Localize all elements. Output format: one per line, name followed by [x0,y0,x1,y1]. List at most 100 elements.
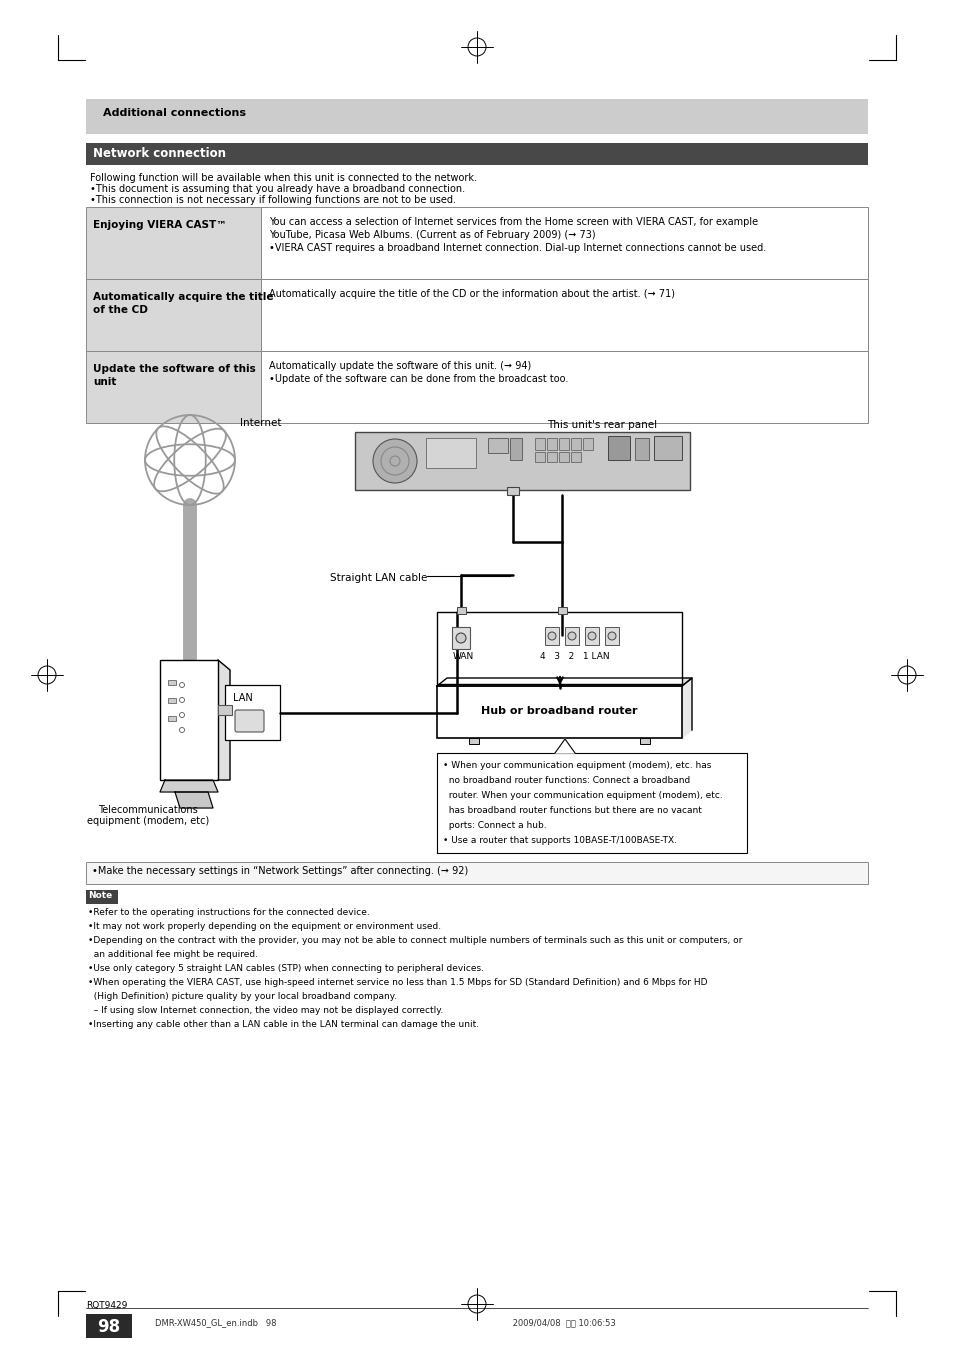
Bar [535,438,544,450]
Text: • When your communication equipment (modem), etc. has: • When your communication equipment (mod… [442,761,711,770]
Bar [168,680,175,685]
Bar [582,438,593,450]
Text: •This connection is not necessary if following functions are not to be used.: •This connection is not necessary if fol… [90,195,456,205]
Bar [506,486,518,494]
Text: •It may not work properly depending on the equipment or environment used.: •It may not work properly depending on t… [88,921,440,931]
Bar [604,627,618,644]
Circle shape [179,697,184,703]
Bar [86,143,867,165]
Bar [546,438,557,450]
Text: – If using slow Internet connection, the video may not be displayed correctly.: – If using slow Internet connection, the… [88,1006,443,1015]
Text: router. When your communication equipment (modem), etc.: router. When your communication equipmen… [442,790,722,800]
Circle shape [179,712,184,717]
Text: LAN: LAN [233,693,253,703]
Bar [654,436,681,459]
Text: OHO: OHO [430,440,452,451]
Text: YouTube, Picasa Web Albums. (Current as of February 2009) (➞ 73): YouTube, Picasa Web Albums. (Current as … [269,230,595,240]
Text: DMR-XW450_GL_en.indb   98                                                       : DMR-XW450_GL_en.indb 98 [154,1319,615,1327]
Text: •Refer to the operating instructions for the connected device.: •Refer to the operating instructions for… [88,908,370,917]
Circle shape [373,439,416,484]
Text: Internet: Internet [240,417,281,428]
Circle shape [179,682,184,688]
Bar [510,438,521,459]
Bar [168,698,175,703]
FancyBboxPatch shape [234,711,264,732]
Text: This unit's rear panel: This unit's rear panel [546,420,657,430]
Text: •Make the necessary settings in “Network Settings” after connecting. (➞ 92): •Make the necessary settings in “Network… [91,866,468,875]
Text: Automatically update the software of this unit. (➞ 94): Automatically update the software of thi… [269,361,531,372]
Bar [218,705,232,715]
Bar [584,627,598,644]
Text: ports: Connect a hub.: ports: Connect a hub. [442,821,546,830]
Bar [86,1315,132,1337]
Bar [544,627,558,644]
Bar [639,738,650,744]
Bar [456,607,465,613]
Bar [86,890,118,904]
Text: has broadband router functions but there are no vacant: has broadband router functions but there… [442,807,701,815]
Text: Following function will be available when this unit is connected to the network.: Following function will be available whe… [90,173,476,182]
Circle shape [179,727,184,732]
Bar [468,738,478,744]
Text: Network connection: Network connection [92,147,226,159]
Bar [355,432,689,490]
Bar [168,716,175,721]
Bar [86,207,261,280]
Text: •Use only category 5 straight LAN cables (STP) when connecting to peripheral dev: •Use only category 5 straight LAN cables… [88,965,483,973]
Bar [261,351,867,423]
Text: Automatically acquire the title: Automatically acquire the title [92,292,274,303]
Bar [86,99,867,134]
Bar [261,207,867,280]
Text: •When operating the VIERA CAST, use high-speed internet service no less than 1.5: •When operating the VIERA CAST, use high… [88,978,707,988]
Text: •Update of the software can be done from the broadcast too.: •Update of the software can be done from… [269,374,568,384]
Text: Automatically acquire the title of the CD or the information about the artist. (: Automatically acquire the title of the C… [269,289,675,299]
Bar [558,607,566,613]
Bar [571,453,580,462]
Bar [635,438,648,459]
Bar [86,280,261,351]
Text: RQT9429: RQT9429 [86,1301,128,1310]
Text: (High Definition) picture quality by your local broadband company.: (High Definition) picture quality by you… [88,992,396,1001]
Bar [607,436,629,459]
Text: Telecommunications: Telecommunications [98,805,197,815]
Text: •VIERA CAST requires a broadband Internet connection. Dial-up Internet connectio: •VIERA CAST requires a broadband Interne… [269,243,765,253]
Text: an additional fee might be required.: an additional fee might be required. [88,950,257,959]
Bar [160,661,218,780]
Polygon shape [681,678,691,738]
Text: 98: 98 [97,1319,120,1336]
Text: unit: unit [92,377,116,386]
Text: of the CD: of the CD [92,305,148,315]
Bar [558,438,568,450]
Bar [436,686,681,738]
Bar [564,627,578,644]
Bar [436,612,681,684]
Polygon shape [174,792,213,808]
Bar [535,453,544,462]
Text: •This document is assuming that you already have a broadband connection.: •This document is assuming that you alre… [90,184,465,195]
Circle shape [547,632,556,640]
Text: Enjoying VIERA CAST™: Enjoying VIERA CAST™ [92,220,227,230]
Bar [436,753,746,852]
Text: • Use a router that supports 10BASE-T/100BASE-TX.: • Use a router that supports 10BASE-T/10… [442,836,677,844]
Bar [558,453,568,462]
Bar [86,351,261,423]
Text: You can access a selection of Internet services from the Home screen with VIERA : You can access a selection of Internet s… [269,218,758,227]
Text: Additional connections: Additional connections [103,108,246,118]
Polygon shape [555,739,575,753]
Text: equipment (modem, etc): equipment (modem, etc) [87,816,209,825]
Text: Update the software of this: Update the software of this [92,363,255,374]
Text: •Depending on the contract with the provider, you may not be able to connect mul: •Depending on the contract with the prov… [88,936,741,944]
Bar [426,438,476,467]
Text: Straight LAN cable: Straight LAN cable [330,573,427,584]
Bar [452,627,470,648]
Polygon shape [160,780,218,792]
Text: Note: Note [88,892,112,900]
Text: Hub or broadband router: Hub or broadband router [480,707,637,716]
Bar [546,453,557,462]
Bar [261,280,867,351]
Text: 4   3   2   1 LAN: 4 3 2 1 LAN [539,653,609,661]
Text: WAN: WAN [453,653,474,661]
Circle shape [567,632,576,640]
Circle shape [587,632,596,640]
Polygon shape [436,678,691,686]
